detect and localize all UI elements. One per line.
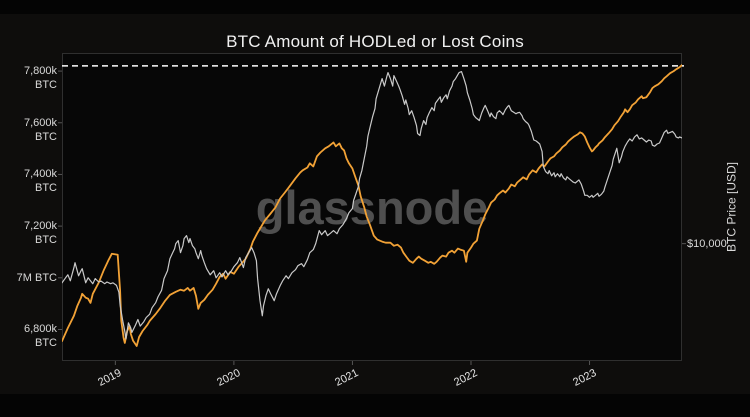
left-axis-tick: 6,800k BTC [23,323,57,350]
series-line-hodled-coins [62,64,682,347]
left-axis-tick: 7,400k BTC [23,168,57,195]
glassnode-watermark: glassnode [255,180,489,234]
left-axis-tick: 7,800k BTC [23,65,57,92]
left-axis-tick: 7,600k BTC [23,116,57,143]
right-axis-title: BTC Price [USD] [724,162,739,253]
letterbox-top [0,0,750,14]
chart-title: BTC Amount of HODLed or Lost Coins [226,32,524,51]
left-axis-tick: 7M BTC [16,271,57,284]
left-axis-tick: 7,200k BTC [23,220,57,247]
series-line-btc-price [62,70,682,340]
letterbox-bottom [0,394,750,417]
plot-area[interactable]: glassnode [62,53,682,361]
right-axis-tick: $10,000 [687,237,727,250]
